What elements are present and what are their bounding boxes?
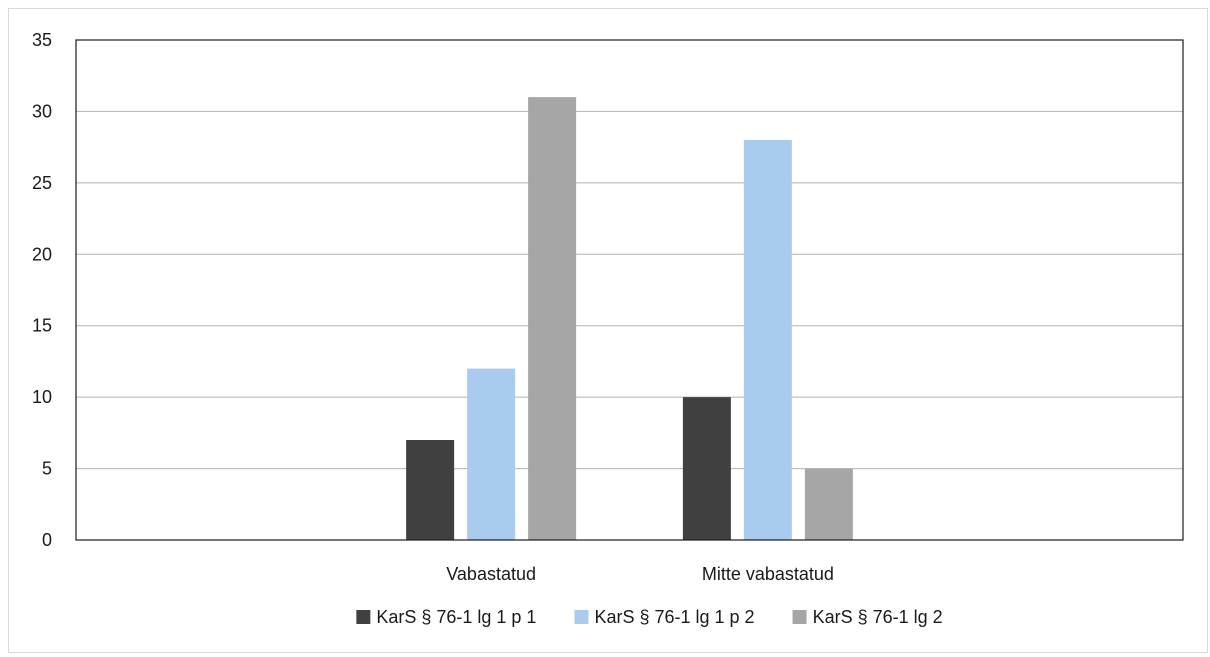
bar (528, 97, 577, 541)
y-axis-ticks: 0 5 10 15 20 25 30 35 (32, 30, 52, 550)
y-tick-label: 20 (32, 244, 52, 264)
legend-swatch (356, 610, 371, 624)
category-labels: Vabastatud Mitte vabastatud (446, 564, 834, 584)
x-category-label: Vabastatud (446, 564, 536, 584)
legend-item: KarS § 76-1 lg 1 p 2 (574, 607, 755, 627)
bars (406, 97, 853, 541)
y-tick-label: 25 (32, 173, 52, 193)
legend: KarS § 76-1 lg 1 p 1 KarS § 76-1 lg 1 p 2… (356, 607, 943, 627)
y-tick-label: 30 (32, 101, 52, 121)
y-tick-label: 15 (32, 316, 52, 336)
bar (743, 140, 792, 540)
legend-swatch (792, 610, 807, 624)
legend-label: KarS § 76-1 lg 1 p 1 (376, 607, 536, 627)
y-tick-label: 35 (32, 30, 52, 50)
legend-label: KarS § 76-1 lg 1 p 2 (594, 607, 754, 627)
y-tick-label: 5 (42, 459, 52, 479)
chart-frame (8, 8, 1208, 653)
legend-swatch (574, 610, 589, 624)
gridlines (76, 110, 1183, 470)
plot-area-border (75, 39, 1184, 541)
x-category-label: Mitte vabastatud (702, 564, 834, 584)
bar (467, 368, 516, 540)
legend-item: KarS § 76-1 lg 2 (792, 607, 943, 627)
bar (804, 468, 853, 540)
y-tick-label: 10 (32, 387, 52, 407)
legend-item: KarS § 76-1 lg 1 p 1 (356, 607, 536, 627)
y-tick-label: 0 (42, 530, 52, 550)
legend-label: KarS § 76-1 lg 2 (813, 607, 943, 627)
bar (406, 440, 455, 540)
bar (682, 397, 731, 540)
